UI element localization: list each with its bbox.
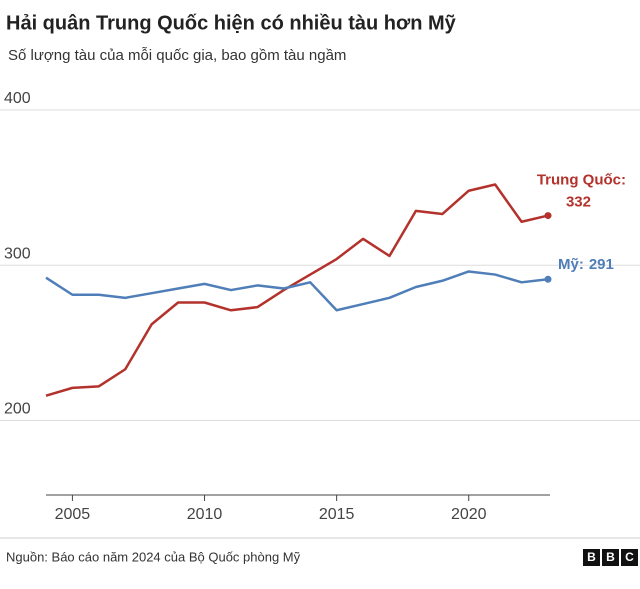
y-tick-label: 200 — [4, 401, 31, 418]
chart-title: Hải quân Trung Quốc hiện có nhiều tàu hơ… — [6, 12, 457, 34]
x-tick-label: 2020 — [451, 506, 487, 523]
y-tick-label: 300 — [4, 245, 31, 262]
legend-label: Trung Quốc: — [537, 172, 626, 189]
logo-letter: B — [606, 550, 615, 564]
end-point — [544, 212, 552, 220]
logo-box — [583, 549, 600, 566]
logo-letter: C — [625, 550, 634, 564]
logo-letter: B — [587, 550, 596, 564]
x-tick-label: 2015 — [319, 506, 355, 523]
end-value-label: 291 — [589, 256, 614, 273]
end-value-label: 332 — [566, 194, 591, 211]
series-line — [45, 183, 549, 397]
logo-box — [602, 549, 619, 566]
end-point — [544, 275, 552, 283]
series-line — [45, 270, 549, 312]
x-tick-label: 2010 — [187, 506, 223, 523]
legend-name: Mỹ: — [558, 256, 584, 273]
y-tick-label: 400 — [4, 90, 31, 107]
x-tick-label: 2005 — [55, 506, 91, 523]
source: Nguồn: Báo cáo năm 2024 của Bộ Quốc phòn… — [6, 549, 301, 564]
logo-box — [621, 549, 638, 566]
chart-subtitle: Số lượng tàu của mỗi quốc gia, bao gồm t… — [8, 47, 346, 64]
legend-label: Mỹ: 291 — [558, 256, 614, 273]
